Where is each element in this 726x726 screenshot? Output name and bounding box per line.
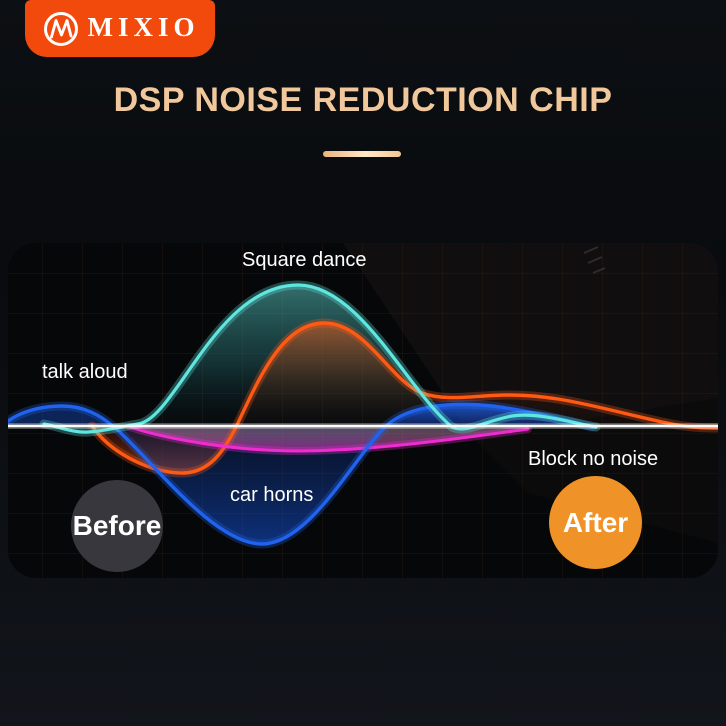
label-square-dance: Square dance — [242, 249, 367, 271]
noise-diagram-panel: Square dance talk aloud car horns Block … — [8, 243, 718, 578]
after-badge: After — [549, 476, 642, 569]
before-badge: Before — [71, 480, 163, 572]
brand-badge: MIXIO — [25, 0, 215, 57]
after-badge-label: After — [562, 506, 629, 538]
background-texture — [343, 243, 718, 543]
car-horns-wave-dip-fill — [114, 426, 386, 544]
label-talk-aloud: talk aloud — [42, 361, 128, 383]
reduced-noise-wave — [128, 425, 530, 453]
title-divider — [323, 151, 401, 157]
brand-name: MIXIO — [87, 12, 200, 42]
before-badge-label: Before — [72, 510, 162, 541]
reduced-noise-band-fill — [130, 427, 528, 451]
label-car-horns: car horns — [230, 484, 314, 506]
car-horns-wave — [8, 402, 594, 546]
m-monogram-icon — [41, 9, 81, 49]
talk-aloud-wave — [90, 321, 718, 475]
square-dance-wave — [42, 283, 598, 434]
waveform-chart — [8, 243, 718, 549]
car-horns-wave-bump-fill — [386, 404, 592, 427]
page-title: DSP NOISE REDUCTION CHIP — [113, 81, 613, 119]
label-block-no-noise: Block no noise — [528, 448, 659, 470]
